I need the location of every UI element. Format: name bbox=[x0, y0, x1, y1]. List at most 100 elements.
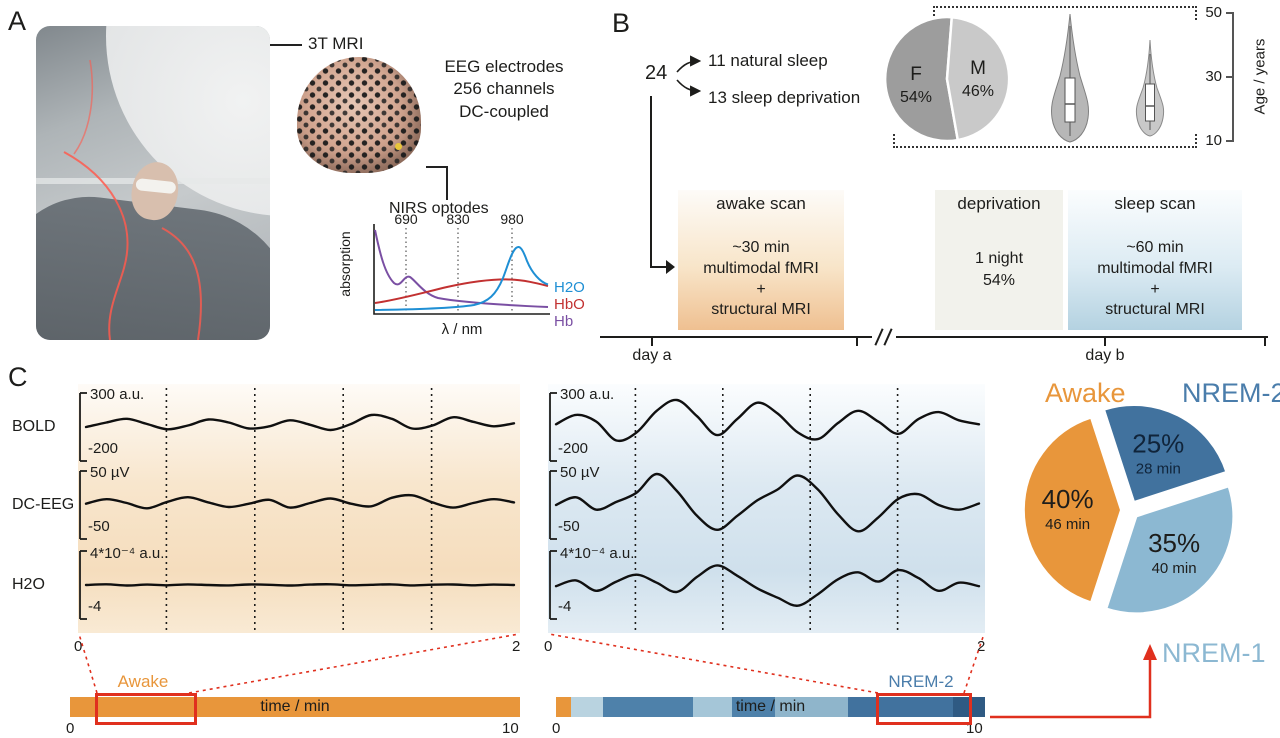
nirs-legend-hb: Hb bbox=[554, 313, 573, 330]
sleep-scan-box: sleep scan ~60 min multimodal fMRI + str… bbox=[1068, 190, 1242, 330]
mri-callout-line bbox=[270, 44, 302, 46]
nirs-xtick: 980 bbox=[500, 212, 524, 227]
eeg-yellow-marker bbox=[395, 143, 402, 150]
day-a-label: day a bbox=[632, 347, 672, 364]
hypnogram-segment bbox=[693, 697, 732, 717]
timeline-tick-end bbox=[1264, 338, 1266, 346]
nirs-xtick: 690 bbox=[394, 212, 418, 227]
timeline-tick-day-a bbox=[651, 338, 653, 346]
sleep-scan-line: + bbox=[1150, 280, 1160, 298]
cohort-group-1: 11 natural sleep bbox=[708, 51, 828, 70]
pie-slice-pct: 35% bbox=[1148, 528, 1200, 558]
violin-1-box bbox=[1064, 77, 1076, 123]
pie-label-nrem1: NREM-1 bbox=[1162, 638, 1266, 668]
eeg-caption-line: DC-coupled bbox=[459, 101, 549, 121]
panel-b-label: B bbox=[612, 8, 631, 38]
pie-pointer-arrow bbox=[990, 658, 1152, 719]
timeline-axis bbox=[600, 336, 1268, 338]
row-label-dceeg: DC-EEG bbox=[12, 496, 75, 513]
cohort-group-2: 13 sleep deprivation bbox=[708, 88, 861, 107]
demographics-bracket-top bbox=[933, 6, 1197, 20]
awake-hypnogram-bar bbox=[70, 697, 520, 717]
xtick-0: 0 bbox=[544, 638, 553, 655]
pie-slice-pct: 40% bbox=[1042, 484, 1094, 514]
deprivation-line: 1 night bbox=[974, 250, 1024, 267]
signal-trace-H2O bbox=[554, 564, 981, 607]
ytick: 300 a.u. bbox=[90, 386, 145, 403]
sleep-scan-title: sleep scan bbox=[1114, 194, 1196, 213]
hypnogram-segment bbox=[556, 697, 571, 717]
ytick: -50 bbox=[558, 518, 580, 535]
nirs-xtick: 830 bbox=[446, 212, 470, 227]
cap-callout-line-v bbox=[446, 166, 448, 200]
nirs-xlabel: λ / nm bbox=[442, 321, 483, 338]
age-axis-tick bbox=[1226, 12, 1232, 14]
nrem2-zoom-rect bbox=[876, 693, 972, 725]
awake-scan-line: + bbox=[756, 280, 766, 298]
eeg-cap-caption: EEG electrodes 256 channels DC-coupled bbox=[428, 56, 580, 123]
cohort-n: 24 bbox=[645, 62, 668, 84]
awake-bar-label: Awake bbox=[117, 672, 169, 691]
eeg-caption-line: EEG electrodes bbox=[444, 57, 564, 76]
deprivation-line: 54% bbox=[982, 271, 1016, 289]
protocol-arrow-vertical bbox=[650, 96, 652, 268]
nirs-axes bbox=[373, 224, 550, 315]
ytick: -50 bbox=[88, 518, 110, 535]
signal-trace-H2O bbox=[84, 583, 516, 587]
time-axis-label-right: time / min bbox=[735, 698, 806, 715]
sleep-scan-line: ~60 min bbox=[1126, 239, 1184, 256]
nirs-ylabel: absorption bbox=[337, 231, 353, 297]
age-axis-tick bbox=[1226, 76, 1232, 78]
nirs-absorption-chart: 690 830 980 H2O HbO Hb λ / nm bbox=[373, 212, 585, 338]
eeg-electrode-dots-2 bbox=[297, 57, 421, 173]
sex-pie-f-label: F bbox=[910, 64, 922, 85]
hb-curve bbox=[374, 229, 549, 308]
ytick: -200 bbox=[558, 440, 589, 457]
nirs-title: NIRS optodes bbox=[389, 200, 489, 217]
awake-scan-line: ~30 min bbox=[732, 239, 790, 256]
pie-label-nrem2: NREM-2 bbox=[1182, 378, 1280, 408]
deprivation-title: deprivation bbox=[957, 194, 1041, 213]
cap-callout-line-h bbox=[426, 166, 448, 168]
violin-2-box bbox=[1145, 83, 1155, 122]
hypnogram-segment bbox=[603, 697, 694, 717]
signal-trace-BOLD bbox=[554, 398, 981, 443]
pie-slice-duration: 40 min bbox=[1152, 560, 1197, 577]
pie-slice-duration: 28 min bbox=[1136, 460, 1181, 477]
sex-pie-f-pct: 54% bbox=[900, 89, 932, 106]
bar-tick-10: 10 bbox=[502, 720, 519, 737]
sleep-pie-slice-NREM-1 bbox=[1105, 485, 1235, 615]
hypnogram-segment bbox=[847, 697, 953, 717]
awake-scan-line: multimodal fMRI bbox=[703, 259, 819, 277]
age-tick-10: 10 bbox=[1205, 132, 1222, 149]
deprivation-box: deprivation 1 night 54% bbox=[935, 190, 1063, 330]
demographics-bracket-bottom bbox=[893, 134, 1197, 148]
nrem2-bar-label: NREM-2 bbox=[888, 672, 954, 691]
ytick: -4 bbox=[558, 598, 572, 615]
ytick: -200 bbox=[88, 440, 119, 457]
age-violin-plots bbox=[1051, 13, 1165, 143]
awake-scan-title: awake scan bbox=[716, 194, 806, 213]
bar-tick-0: 0 bbox=[552, 720, 561, 737]
cohort-split-arrows bbox=[676, 55, 702, 97]
sex-pie-chart: F 54% M 46% bbox=[883, 15, 1011, 143]
hbo-curve bbox=[374, 278, 549, 304]
panel-c-label: C bbox=[8, 362, 28, 392]
sex-pie-m-pct: 46% bbox=[962, 83, 994, 100]
h2o-curve bbox=[374, 246, 549, 311]
pie-pointer-arrowhead bbox=[1143, 644, 1157, 660]
protocol-arrow-horizontal bbox=[650, 266, 666, 268]
day-b-label: day b bbox=[1085, 347, 1125, 364]
timeline-tick bbox=[856, 338, 858, 346]
signal-trace-DC-EEG bbox=[84, 493, 516, 510]
row-label-h2o: H2O bbox=[12, 576, 45, 593]
xtick-2: 2 bbox=[977, 638, 986, 655]
sleep-scan-line: multimodal fMRI bbox=[1097, 259, 1213, 277]
pie-slice-pct: 25% bbox=[1132, 428, 1184, 458]
age-tick-50: 50 bbox=[1205, 4, 1222, 21]
mri-photo bbox=[36, 26, 270, 340]
age-axis-tick bbox=[1226, 140, 1232, 142]
ytick: 4*10⁻⁴ a.u. bbox=[90, 545, 165, 562]
xtick-0: 0 bbox=[74, 638, 83, 655]
